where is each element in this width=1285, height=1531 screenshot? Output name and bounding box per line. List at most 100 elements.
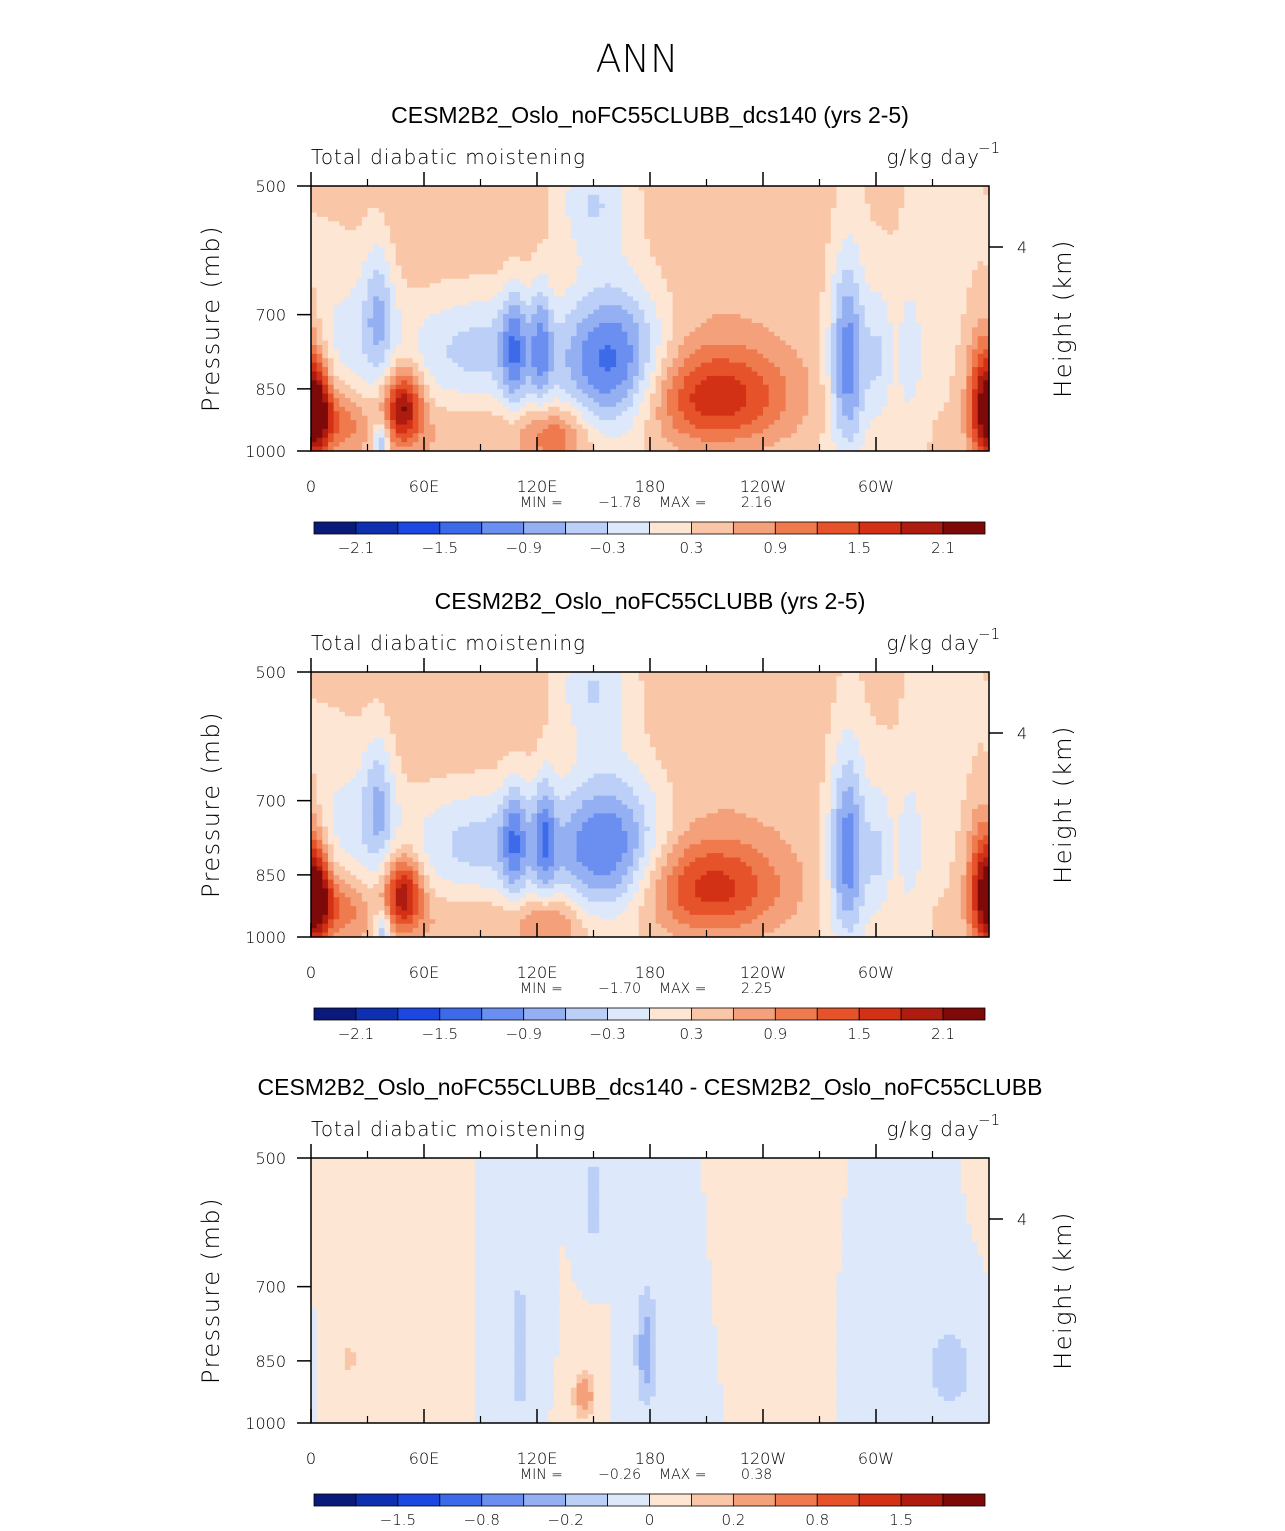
- contour-cell: [531, 367, 538, 373]
- contour-cell: [791, 287, 798, 293]
- contour-cell: [559, 274, 566, 280]
- contour-cell: [915, 358, 922, 364]
- contour-cell: [604, 252, 612, 258]
- contour-cell: [486, 287, 493, 293]
- contour-cell: [768, 221, 775, 227]
- contour-cell: [587, 212, 595, 218]
- contour-cell: [847, 305, 854, 311]
- contour-cell: [808, 265, 815, 271]
- contour-cell: [327, 261, 335, 267]
- contour-cell: [881, 327, 888, 333]
- contour-cell: [638, 225, 645, 231]
- contour-cell: [650, 345, 657, 351]
- contour-cell: [429, 247, 436, 253]
- contour-cell: [921, 358, 928, 364]
- contour-cell: [627, 353, 634, 359]
- contour-cell: [734, 305, 741, 311]
- contour-cell: [361, 261, 369, 267]
- contour-cell: [638, 265, 645, 271]
- contour-cell: [582, 230, 589, 236]
- contour-cell: [311, 287, 318, 293]
- contour-cell: [955, 327, 962, 333]
- contour-cell: [746, 353, 753, 359]
- contour-cell: [452, 327, 459, 333]
- contour-cell: [717, 265, 725, 271]
- contour-cell: [779, 358, 787, 364]
- contour-cell: [508, 261, 515, 267]
- contour-cell: [915, 221, 922, 227]
- contour-cell: [616, 243, 623, 249]
- contour-cell: [683, 186, 691, 192]
- contour-cell: [373, 252, 380, 258]
- contour-cell: [452, 349, 459, 355]
- contour-cell: [825, 186, 832, 192]
- contour-cell: [847, 331, 854, 337]
- contour-cell: [666, 300, 674, 306]
- contour-cell: [870, 194, 877, 200]
- contour-cell: [424, 309, 431, 315]
- contour-cell: [497, 283, 504, 289]
- contour-cell: [915, 345, 922, 351]
- contour-cell: [599, 221, 606, 227]
- contour-cell: [966, 239, 973, 245]
- contour-cell: [316, 252, 323, 258]
- contour-cell: [553, 358, 561, 364]
- contour-cell: [339, 274, 346, 280]
- contour-cell: [819, 216, 826, 222]
- contour-cell: [977, 318, 984, 324]
- contour-cell: [734, 274, 741, 280]
- contour-cell: [808, 256, 815, 262]
- contour-cell: [638, 247, 645, 253]
- contour-cell: [672, 186, 679, 192]
- contour-cell: [457, 300, 465, 306]
- contour-cell: [525, 194, 532, 200]
- panel-1: CESM2B2_Oslo_noFC55CLUBB_dcs140 (yrs 2-5…: [197, 102, 1077, 557]
- contour-cell: [587, 221, 595, 227]
- contour-cell: [327, 252, 335, 258]
- contour-cell: [938, 239, 945, 245]
- contour-cell: [655, 300, 662, 306]
- contour-cell: [683, 216, 691, 222]
- contour-cell: [819, 265, 826, 271]
- contour-cell: [723, 358, 730, 364]
- panel-title: CESM2B2_Oslo_noFC55CLUBB_dcs140 (yrs 2-5…: [391, 102, 909, 128]
- contour-cell: [864, 247, 871, 253]
- contour-cell: [666, 216, 674, 222]
- contour-cell: [779, 322, 787, 328]
- contour-cell: [847, 296, 854, 302]
- contour-cell: [627, 349, 634, 355]
- contour-cell: [892, 358, 900, 364]
- contour-cell: [949, 221, 956, 227]
- contour-cell: [542, 208, 549, 214]
- contour-cell: [712, 367, 719, 373]
- contour-cell: [565, 305, 572, 311]
- contour-cell: [757, 358, 764, 364]
- contour-cell: [768, 186, 775, 192]
- contour-cell: [904, 208, 911, 214]
- contour-cell: [972, 358, 979, 364]
- contour-cell: [491, 225, 499, 231]
- contour-cell: [779, 203, 787, 209]
- contour-cell: [853, 305, 860, 311]
- contour-cell: [938, 243, 945, 249]
- contour-cell: [587, 314, 595, 320]
- contour-cell: [401, 274, 408, 280]
- contour-cell: [768, 234, 775, 240]
- contour-cell: [565, 296, 572, 302]
- contour-cell: [593, 186, 600, 192]
- contour-cell: [582, 340, 589, 346]
- contour-cell: [350, 247, 357, 253]
- contour-cell: [407, 292, 414, 298]
- contour-cell: [463, 208, 470, 214]
- contour-cell: [887, 300, 894, 306]
- contour-cell: [932, 305, 939, 311]
- contour-cell: [943, 239, 951, 245]
- contour-cell: [842, 247, 849, 253]
- contour-cell: [949, 265, 956, 271]
- contour-cell: [892, 287, 900, 293]
- contour-cell: [808, 318, 815, 324]
- contour-cell: [666, 274, 674, 280]
- contour-cell: [644, 212, 651, 218]
- contour-cell: [407, 199, 414, 205]
- contour-cell: [316, 230, 323, 236]
